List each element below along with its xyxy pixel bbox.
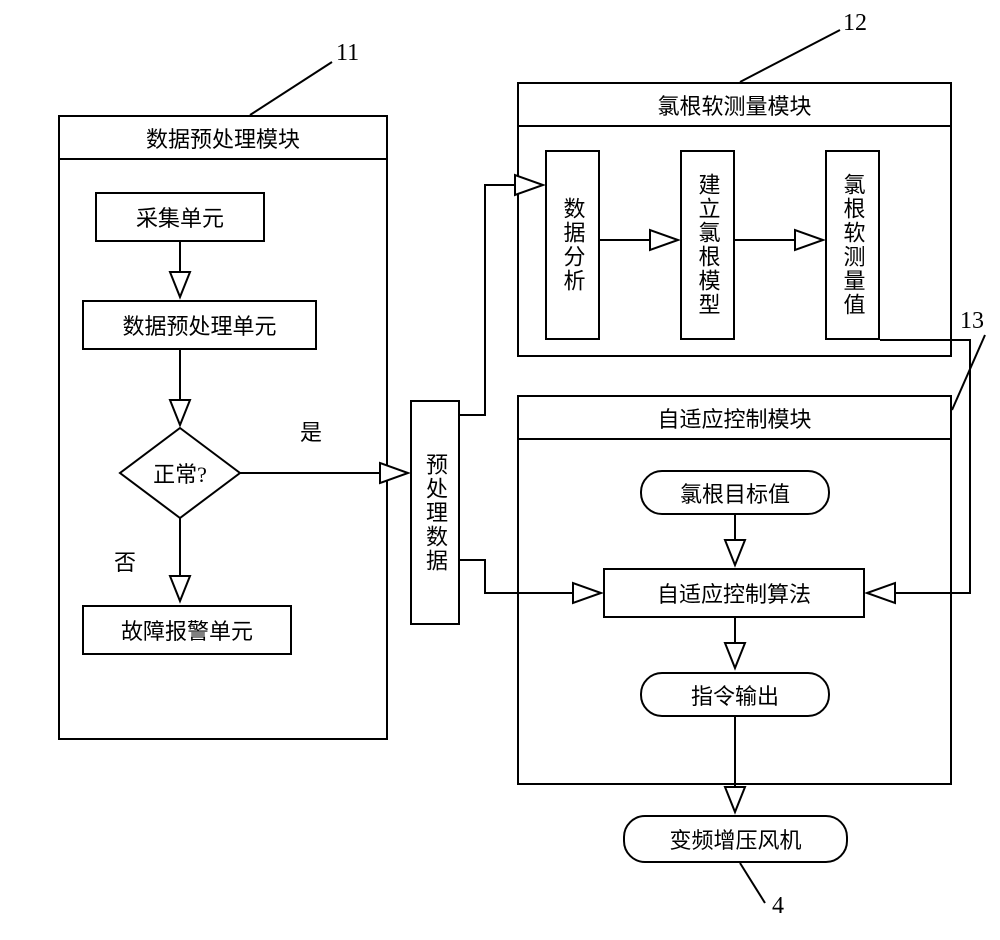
- num-13: 13: [960, 308, 984, 335]
- arrow-pd-algo: [460, 555, 605, 610]
- node-fan: 变频增压风机: [623, 815, 848, 863]
- node-soft-value: 氯根软测量值: [825, 150, 880, 340]
- arrow-bm-sv: [735, 225, 825, 255]
- node-data-analysis: 数据分析: [545, 150, 600, 340]
- arrow-da-bm: [600, 225, 680, 255]
- node-fault-alarm: 故障报警单元: [82, 605, 292, 655]
- build-model-text: 建立氯根模型: [692, 173, 724, 317]
- preprocess-unit-text: 数据预处理单元: [122, 309, 276, 341]
- soft-value-text: 氯根软测量值: [837, 173, 869, 317]
- arrow-yes: [240, 458, 415, 488]
- node-preprocess-data: 预处理数据: [410, 400, 460, 625]
- num-11: 11: [336, 40, 359, 67]
- target-text: 氯根目标值: [680, 477, 790, 509]
- normal-text: 正常?: [120, 428, 240, 518]
- arrow-collect-preproc: [165, 242, 195, 302]
- preprocess-data-text: 预处理数据: [419, 453, 451, 573]
- module-12-title: 氯根软测量模块: [517, 82, 952, 127]
- arrow-no: [165, 518, 195, 608]
- node-target: 氯根目标值: [640, 470, 830, 515]
- leader-11: [250, 62, 400, 122]
- node-preprocess-unit: 数据预处理单元: [82, 300, 317, 350]
- fault-alarm-text: 故障报警单元: [121, 614, 253, 646]
- arrow-cmd-fan: [720, 717, 750, 817]
- node-cmd-out: 指令输出: [640, 672, 830, 717]
- module-11-title-text: 数据预处理模块: [146, 122, 300, 154]
- branch-yes: 是: [300, 415, 322, 447]
- arrow-pd-da: [460, 170, 550, 430]
- arrow-algo-cmd: [720, 618, 750, 673]
- fan-text: 变频增压风机: [669, 823, 801, 855]
- data-analysis-text: 数据分析: [557, 197, 589, 293]
- num-12: 12: [843, 10, 867, 37]
- arrow-sv-algo: [865, 340, 985, 600]
- module-13-title-text: 自适应控制模块: [657, 402, 811, 434]
- collect-text: 采集单元: [136, 201, 224, 233]
- arrow-target-algo: [720, 515, 750, 570]
- flowchart-canvas: 数据预处理模块 11 采集单元 数据预处理单元 正常? 是 否 故障报: [0, 0, 1000, 940]
- algorithm-text: 自适应控制算法: [657, 577, 811, 609]
- module-12-title-text: 氯根软测量模块: [657, 89, 811, 121]
- arrow-preproc-diamond: [165, 350, 195, 430]
- node-normal-decision: 正常?: [120, 428, 240, 518]
- cmd-out-text: 指令输出: [691, 679, 779, 711]
- node-collect: 采集单元: [95, 192, 265, 242]
- leader-12: [740, 30, 900, 85]
- branch-no: 否: [114, 545, 136, 577]
- num-4: 4: [772, 893, 784, 920]
- node-algorithm: 自适应控制算法: [603, 568, 865, 618]
- node-build-model: 建立氯根模型: [680, 150, 735, 340]
